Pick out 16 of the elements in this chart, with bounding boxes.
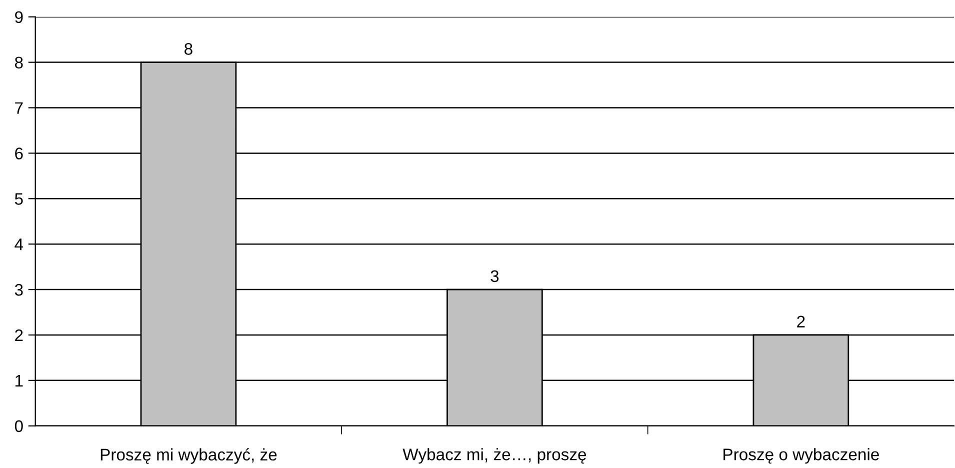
y-tick-label: 8: [14, 56, 23, 68]
data-label: 8: [184, 43, 192, 55]
y-tick-label: 4: [14, 238, 24, 250]
y-tick-label: 5: [14, 193, 23, 205]
y-tick-label: 1: [16, 375, 23, 386]
y-tick-label: 6: [15, 148, 23, 160]
y-tick-label: 3: [14, 284, 23, 296]
data-label: 3: [490, 270, 499, 282]
x-tick-label: Proszę o wybaczenie: [724, 448, 879, 464]
data-label: 2: [797, 316, 805, 328]
x-tick-label: Wybacz mi, że…, proszę: [402, 448, 586, 464]
y-tick-label: 0: [14, 420, 23, 432]
x-tick-label: Proszę mi wybaczyć, że: [100, 448, 277, 464]
y-tick-label: 2: [15, 329, 23, 342]
y-tick-label: 7: [15, 102, 23, 114]
y-tick-label: 9: [15, 11, 23, 24]
